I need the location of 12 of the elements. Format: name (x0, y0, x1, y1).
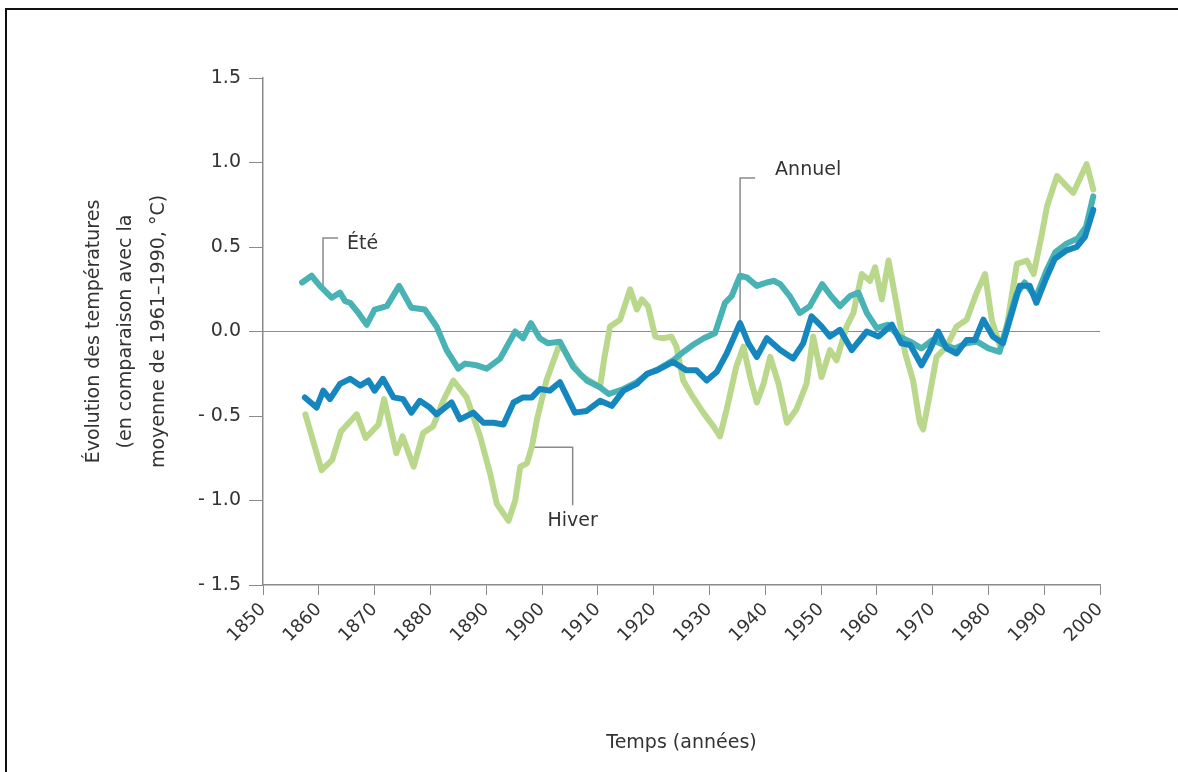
y-tick-label: 1.0 (210, 149, 241, 172)
y-tick-label: - 0.5 (197, 402, 241, 425)
y-axis-title: Évolution des températures (en comparaison avec la moyenne de 1961–1990, °C) (81, 194, 168, 469)
text: Été (347, 230, 379, 253)
text: Annuel (775, 156, 842, 179)
y-tick-label: 0.0 (210, 318, 241, 341)
x-axis-title: Temps (années) (605, 729, 757, 752)
y-tick-label: 0.5 (210, 233, 241, 256)
y-tick-label: - 1.0 (197, 487, 241, 510)
series-label: Hiver (547, 507, 599, 530)
y-tick-label: - 1.5 (197, 571, 241, 594)
y-tick-label: 1.5 (210, 64, 241, 87)
